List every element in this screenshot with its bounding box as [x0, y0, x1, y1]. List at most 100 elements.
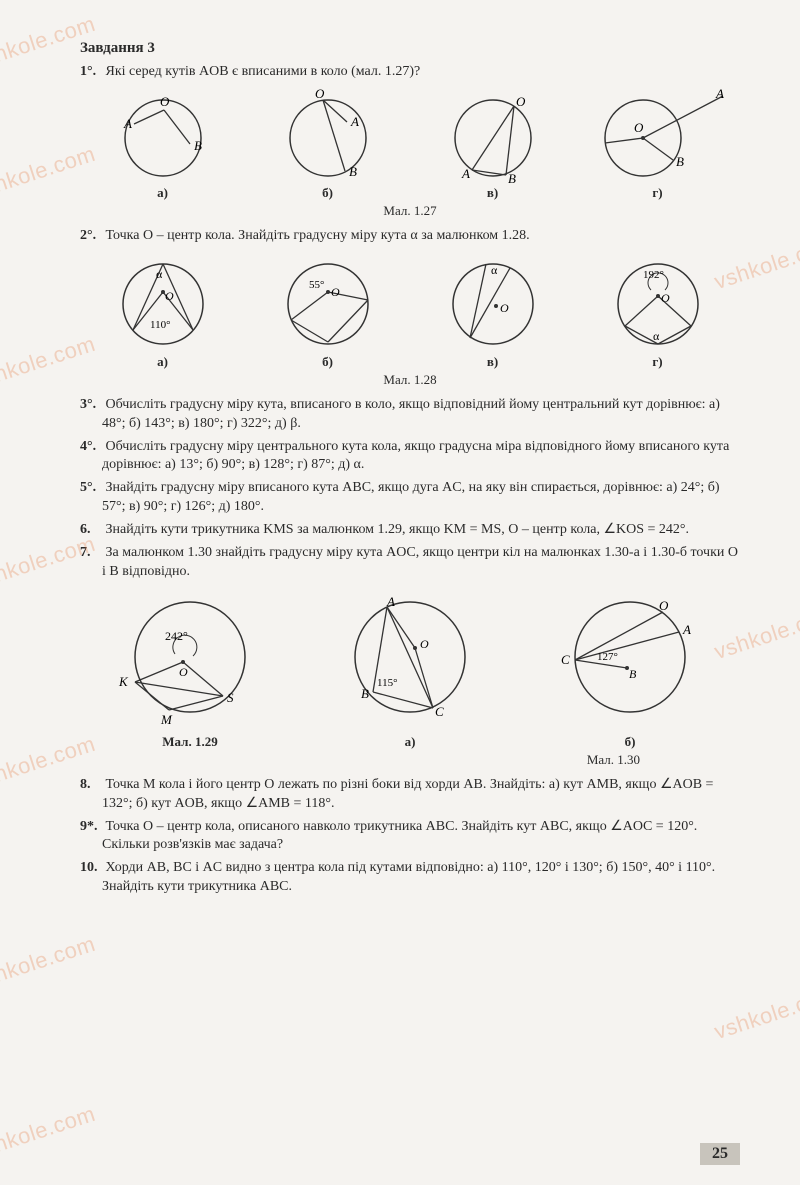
svg-text:B: B	[361, 686, 369, 701]
svg-text:B: B	[349, 164, 357, 179]
fig130b-diagram: C O A B 127°	[545, 592, 715, 732]
q1-text: Які серед кутів AOB є вписаними в коло (…	[106, 64, 421, 79]
fig128-label-b: б)	[245, 354, 410, 370]
fig127-d: O A B г)	[575, 88, 740, 201]
svg-text:S: S	[227, 690, 234, 705]
svg-text:O: O	[315, 88, 325, 101]
fig128-label-c: в)	[410, 354, 575, 370]
q6-text: Знайдіть кути трикутника KMS за малюнком…	[106, 522, 690, 537]
q6-num: 6.	[80, 521, 102, 540]
question-3: 3°. Обчисліть градусну міру кута, вписан…	[102, 396, 740, 434]
question-1: 1°. Які серед кутів AOB є вписаними в ко…	[102, 63, 740, 82]
question-9: 9*. Точка O – центр кола, описаного навк…	[102, 818, 740, 856]
svg-text:B: B	[676, 154, 684, 169]
circle-angle-a: α O 110°	[108, 252, 218, 352]
fig128-b: 55° O б)	[245, 252, 410, 370]
svg-text:A: A	[682, 622, 691, 637]
svg-text:O: O	[420, 637, 429, 651]
svg-text:O: O	[165, 289, 174, 303]
svg-text:α: α	[491, 263, 498, 277]
question-6: 6. Знайдіть кути трикутника KMS за малюн…	[102, 521, 740, 540]
svg-text:A: A	[123, 116, 132, 131]
watermark: vshkole.com	[0, 1101, 99, 1165]
svg-text:B: B	[194, 138, 202, 153]
q10-num: 10.	[80, 859, 102, 878]
q10-text: Хорди AB, BC і AC видно з центра кола пі…	[102, 860, 715, 894]
q2-text: Точка O – центр кола. Знайдіть градусну …	[106, 228, 530, 243]
q9-num: 9*.	[80, 818, 102, 837]
svg-text:B: B	[629, 667, 637, 681]
fig129-caption: Мал. 1.29	[80, 734, 300, 750]
svg-text:O: O	[659, 598, 669, 613]
fig127-c: O A B в)	[410, 88, 575, 201]
fig127-label-c: в)	[410, 185, 575, 201]
q8-num: 8.	[80, 776, 102, 795]
q2-num: 2°.	[80, 227, 102, 246]
circle-diagram-a: A O B	[108, 88, 218, 183]
fig129: 242° O K M S Мал. 1.29	[80, 592, 300, 750]
q9-text: Точка O – центр кола, описаного навколо …	[102, 819, 697, 853]
fig130-b: C O A B 127° б)	[520, 592, 740, 750]
svg-text:A: A	[350, 114, 359, 129]
svg-text:C: C	[561, 652, 570, 667]
fig130-caption: Мал. 1.30	[80, 752, 640, 768]
q5-num: 5°.	[80, 479, 102, 498]
svg-text:192°: 192°	[643, 269, 664, 281]
question-2: 2°. Точка O – центр кола. Знайдіть граду…	[102, 227, 740, 246]
q7-num: 7.	[80, 544, 102, 563]
svg-text:O: O	[179, 665, 188, 679]
figure-1-28-row: α O 110° а) 55° O б) α O в)	[80, 252, 740, 370]
question-7: 7. За малюнком 1.30 знайдіть градусну мі…	[102, 544, 740, 582]
circle-angle-d: 192° O α	[603, 252, 713, 352]
q1-num: 1°.	[80, 63, 102, 82]
question-10: 10. Хорди AB, BC і AC видно з центра кол…	[102, 859, 740, 897]
q8-text: Точка M кола і його центр O лежать по рі…	[102, 777, 713, 811]
q5-text: Знайдіть градусну міру вписаного кута AB…	[102, 480, 720, 514]
svg-text:242°: 242°	[165, 629, 188, 643]
q7-text: За малюнком 1.30 знайдіть градусну міру …	[102, 545, 738, 579]
fig127-b: O A B б)	[245, 88, 410, 201]
svg-text:O: O	[500, 301, 509, 315]
question-5: 5°. Знайдіть градусну міру вписаного кут…	[102, 479, 740, 517]
svg-text:127°: 127°	[597, 651, 618, 663]
circle-angle-b: 55° O	[273, 252, 383, 352]
watermark: vshkole.com	[711, 981, 800, 1045]
fig128-c: α O в)	[410, 252, 575, 370]
circle-diagram-d: O A B	[588, 88, 728, 183]
svg-text:α: α	[653, 329, 660, 343]
q4-text: Обчисліть градусну міру центрального кут…	[102, 439, 729, 473]
fig130a-label: а)	[300, 734, 520, 750]
fig130a-diagram: A O B C 115°	[325, 592, 495, 732]
question-4: 4°. Обчисліть градусну міру центрального…	[102, 438, 740, 476]
fig128-a: α O 110° а)	[80, 252, 245, 370]
svg-text:A: A	[461, 166, 470, 181]
fig127-caption: Мал. 1.27	[80, 203, 740, 219]
question-8: 8. Точка M кола і його центр O лежать по…	[102, 776, 740, 814]
fig130-a: A O B C 115° а)	[300, 592, 520, 750]
svg-text:115°: 115°	[377, 677, 398, 689]
watermark: vshkole.com	[0, 531, 99, 595]
svg-text:O: O	[516, 94, 526, 109]
svg-text:55°: 55°	[309, 279, 324, 291]
svg-text:α: α	[156, 267, 163, 281]
section-title: Завдання 3	[80, 40, 740, 57]
fig127-a: A O B а)	[80, 88, 245, 201]
triangle-kms-diagram: 242° O K M S	[105, 592, 275, 732]
fig128-caption: Мал. 1.28	[80, 372, 740, 388]
svg-text:M: M	[160, 712, 173, 727]
figure-1-27-row: A O B а) O A B б) O A B в)	[80, 88, 740, 201]
svg-text:110°: 110°	[150, 319, 171, 331]
q3-text: Обчисліть градусну міру кута, вписаного …	[102, 397, 720, 431]
svg-text:K: K	[118, 674, 129, 689]
svg-text:O: O	[661, 291, 670, 305]
circle-diagram-c: O A B	[438, 88, 548, 183]
fig127-label-d: г)	[575, 185, 740, 201]
q3-num: 3°.	[80, 396, 102, 415]
fig128-label-d: г)	[575, 354, 740, 370]
svg-text:A: A	[386, 594, 395, 609]
fig127-label-b: б)	[245, 185, 410, 201]
svg-text:O: O	[331, 285, 340, 299]
fig128-d: 192° O α г)	[575, 252, 740, 370]
svg-text:C: C	[435, 704, 444, 719]
fig127-label-a: а)	[80, 185, 245, 201]
